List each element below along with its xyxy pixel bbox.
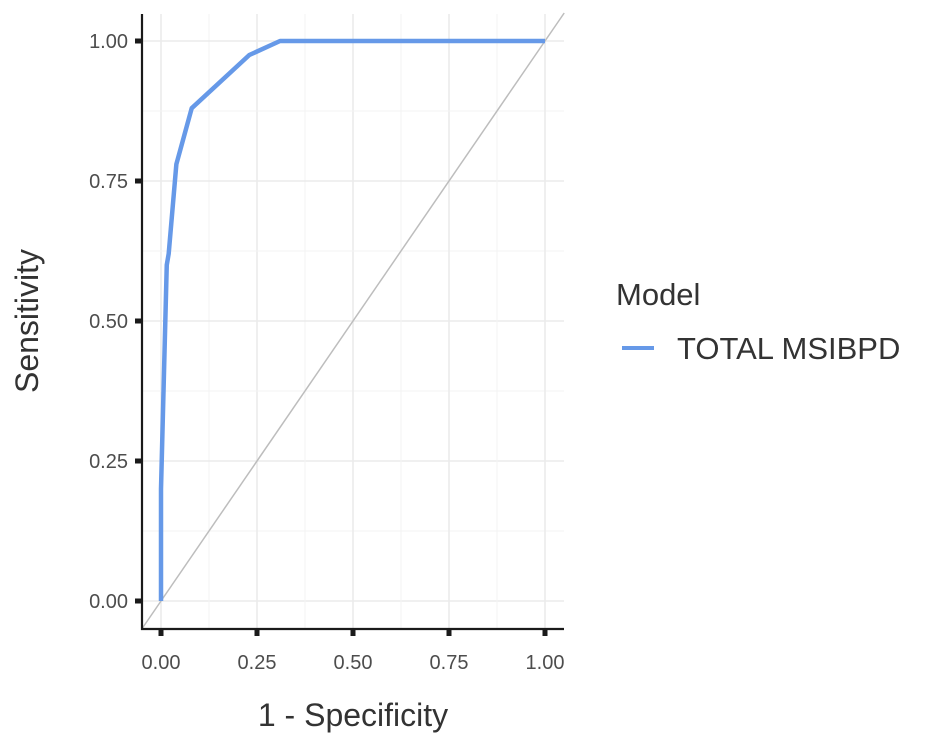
y-tick-label: 1.00 <box>89 31 128 53</box>
x-axis-ticks: 0.00 0.25 0.50 0.75 1.00 <box>142 629 565 674</box>
series-line-total-msibpd <box>158 38 545 601</box>
x-tick-label: 0.25 <box>238 652 277 674</box>
legend-item-label: TOTAL MSIBPD <box>677 331 900 366</box>
x-tick-label: 1.00 <box>526 652 565 674</box>
y-tick-label: 0.50 <box>89 311 128 333</box>
x-tick-label: 0.75 <box>430 652 469 674</box>
y-axis-title: Sensitivity <box>9 249 45 393</box>
legend: Model TOTAL MSIBPD <box>616 277 900 366</box>
y-tick-label: 0.00 <box>89 591 128 613</box>
y-tick-label: 0.75 <box>89 171 128 193</box>
y-axis-ticks: 0.00 0.25 0.50 0.75 1.00 <box>89 31 142 613</box>
y-tick-label: 0.25 <box>89 451 128 473</box>
x-tick-label: 0.50 <box>334 652 373 674</box>
legend-title: Model <box>616 277 700 312</box>
x-axis-title: 1 - Specificity <box>258 697 448 733</box>
x-tick-label: 0.00 <box>142 652 181 674</box>
reference-diagonal-line <box>141 12 565 630</box>
